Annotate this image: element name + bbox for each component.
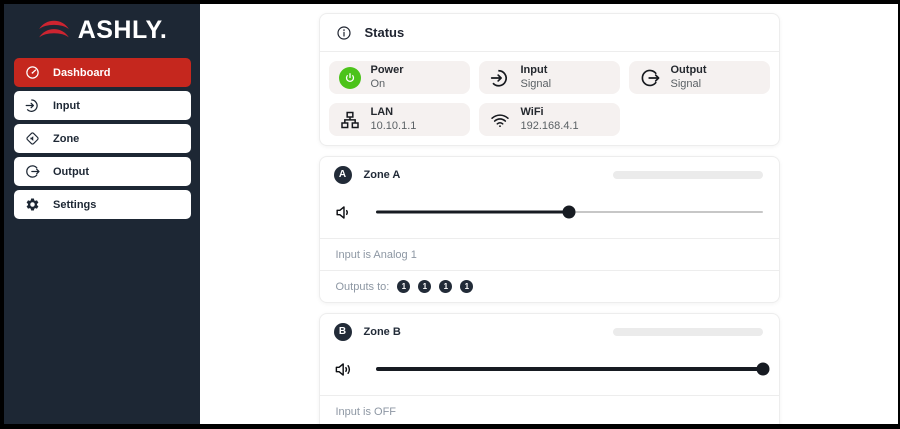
status-value: Signal <box>670 77 702 90</box>
zone-a-slider-thumb[interactable] <box>562 205 576 219</box>
output-chip: 1 <box>418 280 432 293</box>
output-chip: 1 <box>460 280 474 293</box>
status-title: Status <box>364 25 405 40</box>
status-label: LAN <box>370 105 394 118</box>
zone-b-level-meter <box>612 327 763 336</box>
output-icon <box>26 165 40 178</box>
info-icon <box>336 25 351 40</box>
status-value: On <box>370 77 386 90</box>
zone-b-volume-row <box>320 349 779 395</box>
sidebar-item-label: Zone <box>53 132 80 145</box>
status-tile-input: Input Signal <box>478 61 620 94</box>
sidebar-item-settings[interactable]: Settings <box>14 190 191 219</box>
status-value: 10.10.1.1 <box>370 119 417 132</box>
status-tile-lan: LAN 10.10.1.1 <box>328 103 470 136</box>
status-card-header: Status <box>319 14 779 52</box>
dashboard-icon <box>26 66 39 79</box>
status-label: WiFi <box>520 105 544 118</box>
slider-fill <box>375 367 763 371</box>
zone-b-card: B Zone B <box>318 313 780 424</box>
outputs-label: Outputs to: <box>335 280 390 293</box>
zone-b-volume-slider[interactable] <box>375 361 769 377</box>
zone-name: Zone A <box>363 168 401 181</box>
power-icon <box>338 66 361 89</box>
sidebar-item-label: Output <box>53 165 90 178</box>
zone-a-input-status: Input is Analog 1 <box>319 238 779 270</box>
zone-a-volume-slider[interactable] <box>375 204 763 220</box>
zone-a-outputs-row: Outputs to: 1 1 1 1 <box>319 270 779 302</box>
speaker-loud-icon <box>335 362 350 376</box>
brand-logo: ASHLY. <box>4 4 200 52</box>
sidebar-item-label: Settings <box>53 198 97 211</box>
zone-a-volume-row <box>320 192 779 238</box>
status-tile-power: Power On <box>328 61 470 94</box>
status-grid: Power On <box>320 52 779 145</box>
zone-badge: B <box>333 322 352 341</box>
status-card: Status Power On <box>318 13 780 146</box>
status-label: Output <box>670 63 707 76</box>
brand-name: ASHLY. <box>77 15 168 44</box>
ashly-chevron-icon <box>38 20 69 38</box>
zone-icon <box>26 132 39 145</box>
output-chip: 1 <box>397 280 411 293</box>
output-icon <box>639 67 661 89</box>
lan-icon <box>339 109 361 131</box>
slider-fill <box>375 210 569 214</box>
status-value: Signal <box>520 77 552 90</box>
app-window: ASHLY. Dashboard <box>4 4 898 424</box>
zone-b-slider-thumb[interactable] <box>756 362 769 376</box>
zone-name: Zone B <box>363 325 401 338</box>
zone-a-card: A Zone A <box>318 156 780 303</box>
main-content: Status Power On <box>200 4 898 424</box>
status-tile-output: Output Signal <box>628 61 770 94</box>
zone-badge: A <box>333 165 352 184</box>
sidebar-item-zone[interactable]: Zone <box>14 124 191 153</box>
zone-a-header: A Zone A <box>320 157 779 192</box>
zone-b-header: B Zone B <box>320 314 779 349</box>
status-value: 192.168.4.1 <box>520 119 579 132</box>
input-icon <box>489 67 511 89</box>
sidebar: ASHLY. Dashboard <box>4 4 200 424</box>
status-tile-wifi: WiFi 192.168.4.1 <box>478 103 620 136</box>
sidebar-item-output[interactable]: Output <box>14 157 191 186</box>
settings-icon <box>26 198 39 211</box>
sidebar-item-input[interactable]: Input <box>14 91 191 120</box>
input-icon <box>25 99 38 112</box>
zone-a-level-meter <box>612 170 763 179</box>
zone-b-input-status: Input is OFF <box>319 395 779 424</box>
sidebar-item-label: Dashboard <box>53 66 111 79</box>
sidebar-nav: Dashboard Input Zone <box>14 58 191 219</box>
status-label: Power <box>370 63 404 76</box>
status-label: Input <box>520 63 548 76</box>
speaker-icon <box>335 205 348 219</box>
sidebar-item-dashboard[interactable]: Dashboard <box>14 58 191 87</box>
sidebar-item-label: Input <box>53 99 80 112</box>
output-chip: 1 <box>439 280 453 293</box>
wifi-icon <box>489 109 511 131</box>
